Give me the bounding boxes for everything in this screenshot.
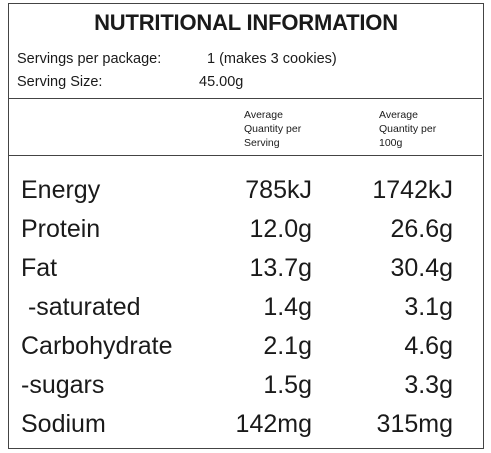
nutrient-name: -saturated (21, 293, 141, 321)
column-header-line: Average (379, 109, 418, 121)
column-header-per-100g: Average Quantity per 100g (379, 108, 436, 150)
nutrient-name: -sugars (21, 371, 105, 399)
column-header-line: Quantity per (244, 123, 302, 135)
column-header-row: Average Quantity per Serving Average Qua… (9, 98, 482, 156)
nutrition-panel: NUTRITIONAL INFORMATION Servings per pac… (8, 3, 484, 449)
column-header-line: Quantity per (379, 123, 437, 135)
column-header-line: Average (244, 109, 283, 121)
nutrient-row-saturated: -saturated 1.4g 3.1g (9, 293, 482, 329)
nutrient-row-energy: Energy 785kJ 1742kJ (9, 176, 482, 212)
serving-size-label: Serving Size: (17, 74, 103, 90)
nutrient-per-serving: 13.7g (249, 254, 312, 282)
nutrient-per-100g: 4.6g (404, 332, 453, 360)
nutrient-row-fat: Fat 13.7g 30.4g (9, 254, 482, 290)
nutrient-row-sugars: -sugars 1.5g 3.3g (9, 371, 482, 407)
nutrient-name: Fat (21, 254, 58, 282)
column-header-line: 100g (379, 137, 403, 149)
nutrient-per-serving: 12.0g (249, 215, 312, 243)
servings-per-package-value: 1 (makes 3 cookies) (207, 51, 337, 67)
nutrient-row-protein: Protein 12.0g 26.6g (9, 215, 482, 251)
nutrient-per-serving: 142mg (235, 410, 312, 438)
serving-size-value: 45.00g (199, 74, 244, 90)
nutrient-row-sodium: Sodium 142mg 315mg (9, 410, 482, 446)
nutrient-per-serving: 2.1g (263, 332, 312, 360)
column-header-per-serving: Average Quantity per Serving (244, 108, 301, 150)
nutrient-per-100g: 30.4g (390, 254, 453, 282)
nutrient-name: Protein (21, 215, 101, 243)
nutrient-per-serving: 1.5g (263, 371, 312, 399)
nutrient-name: Energy (21, 176, 101, 204)
nutrient-row-carbohydrate: Carbohydrate 2.1g 4.6g (9, 332, 482, 368)
nutrient-per-100g: 3.1g (404, 293, 453, 321)
servings-per-package-label: Servings per package: (17, 51, 162, 67)
panel-title: NUTRITIONAL INFORMATION (94, 10, 398, 35)
nutrient-name: Carbohydrate (21, 332, 173, 360)
nutrient-per-serving: 785kJ (245, 176, 312, 204)
nutrient-per-100g: 315mg (376, 410, 453, 438)
nutrient-per-100g: 3.3g (404, 371, 453, 399)
column-header-line: Serving (244, 137, 280, 149)
nutrient-per-100g: 1742kJ (372, 176, 453, 204)
nutrient-name: Sodium (21, 410, 106, 438)
nutrient-per-100g: 26.6g (390, 215, 453, 243)
nutrient-per-serving: 1.4g (263, 293, 312, 321)
